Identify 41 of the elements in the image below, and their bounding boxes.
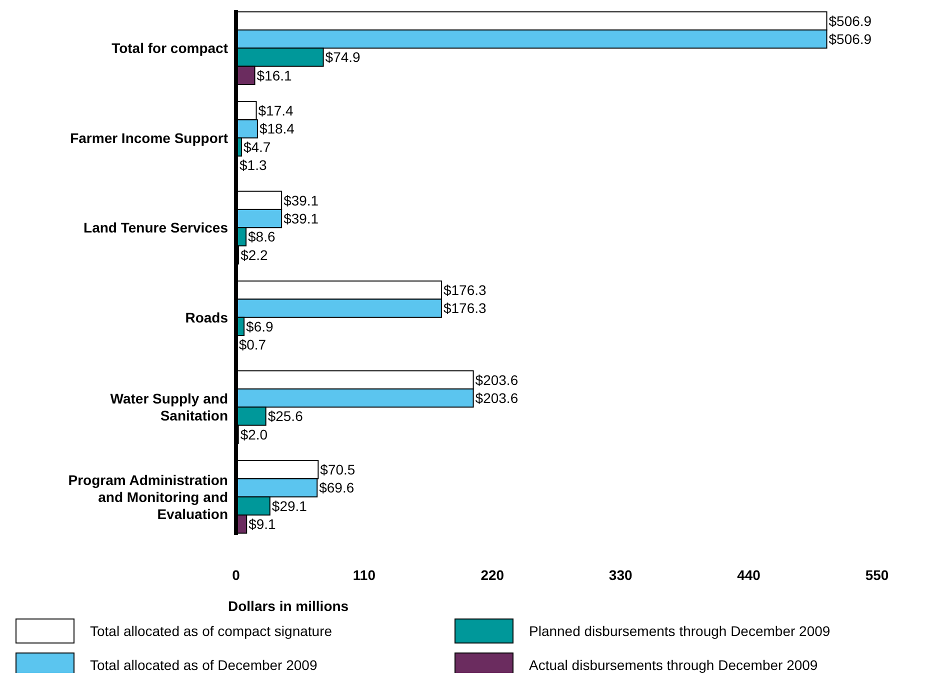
legend-label: Planned disbursements through December 2009 — [529, 622, 830, 639]
data-label: $70.5 — [320, 462, 356, 478]
data-label: $29.1 — [272, 498, 308, 514]
y-tick-label: Roads — [185, 309, 228, 326]
data-label: $203.6 — [475, 390, 518, 406]
data-label: $17.4 — [258, 102, 294, 119]
x-tick-label: 110 — [352, 566, 376, 583]
x-tick-label: 220 — [480, 566, 504, 583]
data-label: $506.9 — [828, 30, 872, 47]
x-tick-label: 330 — [608, 566, 632, 583]
y-tick-label: Water Supply and Sanitation — [110, 390, 228, 424]
data-label: $39.1 — [284, 210, 319, 226]
data-label: $2.0 — [240, 426, 268, 442]
data-label: $18.4 — [259, 120, 295, 137]
data-label: $6.9 — [246, 318, 274, 334]
data-label: $25.6 — [268, 408, 304, 424]
y-tick-label: Total for compact — [112, 40, 228, 56]
data-label: $0.7 — [238, 336, 266, 353]
data-label: $69.6 — [319, 480, 354, 496]
data-label: $506.9 — [828, 12, 872, 29]
data-label: $39.1 — [284, 192, 319, 208]
data-label: $16.1 — [256, 67, 292, 84]
data-label: $8.6 — [248, 228, 276, 245]
data-label: $74.9 — [325, 49, 361, 66]
data-label: $203.6 — [475, 372, 518, 388]
y-tick-label: Farmer Income Support — [70, 130, 228, 146]
legend-label: Actual disbursements through December 2009 — [529, 656, 818, 673]
data-label: $4.7 — [243, 138, 271, 155]
x-tick-label: 0 — [232, 566, 240, 583]
data-label: $176.3 — [443, 300, 487, 316]
data-label: $2.2 — [240, 246, 268, 263]
legend-label: Total allocated as of compact signature — [90, 622, 332, 639]
data-label: $176.3 — [443, 282, 487, 298]
y-tick-label: Program Administration and Monitoring and Evaluation — [68, 472, 228, 522]
x-axis-title: Dollars in millions — [228, 598, 349, 614]
x-tick-label: 550 — [865, 566, 889, 583]
y-tick-label: Land Tenure Services — [84, 220, 228, 236]
x-tick-label: 440 — [737, 566, 761, 583]
legend-label: Total allocated as of December 2009 — [90, 656, 318, 673]
data-label: $9.1 — [248, 516, 276, 532]
data-label: $1.3 — [240, 157, 267, 174]
